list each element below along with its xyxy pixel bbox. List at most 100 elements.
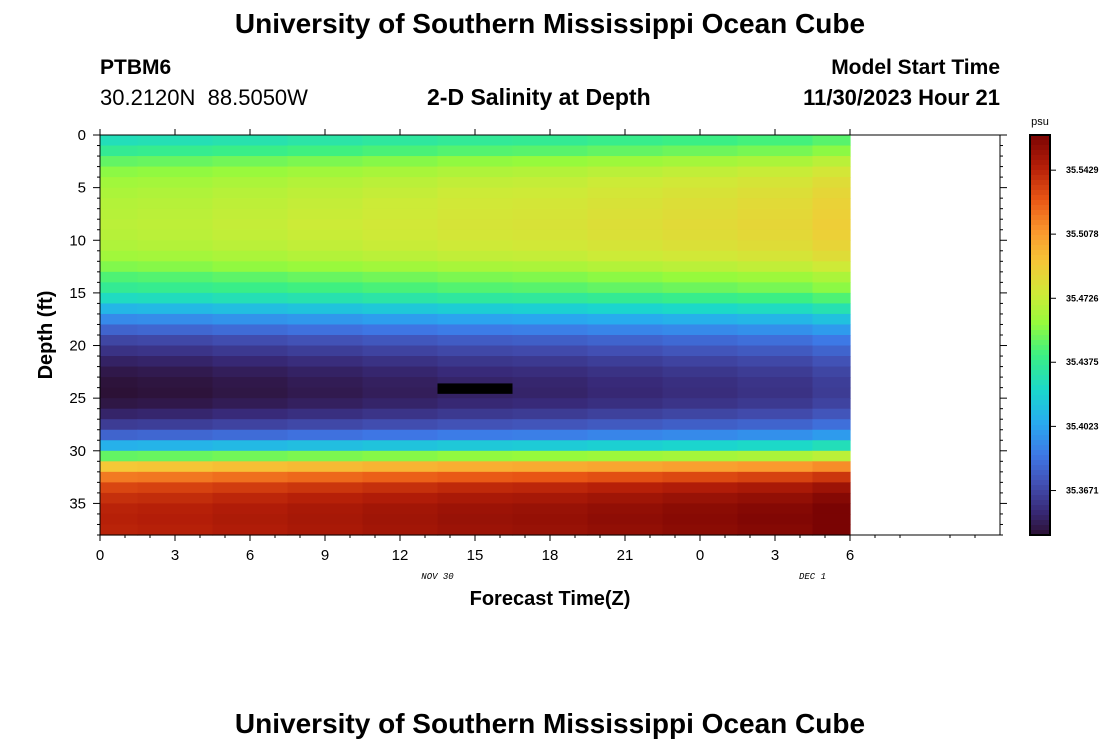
heatmap-cell [512, 482, 589, 494]
colorbar-segment [1030, 215, 1050, 221]
heatmap-cell [137, 429, 214, 441]
heatmap-cell [362, 513, 439, 526]
heatmap-cell [212, 450, 289, 462]
heatmap-cell [737, 145, 814, 157]
heatmap-cell [212, 429, 289, 441]
colorbar-segment [1030, 510, 1050, 516]
heatmap-cell [512, 166, 589, 178]
heatmap-cell [137, 482, 214, 494]
heatmap-cell [137, 345, 214, 357]
heatmap-cell [212, 156, 289, 168]
heatmap-cell [287, 261, 364, 273]
heatmap-cell [587, 250, 664, 262]
heatmap-cell [662, 503, 739, 515]
colorbar-segment [1030, 530, 1050, 536]
heatmap-cell [287, 177, 364, 189]
heatmap-cell [287, 282, 364, 294]
heatmap-cell [587, 303, 664, 315]
heatmap-cell [587, 513, 664, 526]
heatmap-cell [437, 198, 514, 210]
heatmap-cell [137, 366, 214, 378]
heatmap-cell [100, 282, 139, 294]
colorbar-segment [1030, 265, 1050, 271]
heatmap-cell [137, 398, 214, 410]
heatmap-cell [287, 335, 364, 347]
heatmap-cell [812, 482, 851, 494]
heatmap-cell [212, 219, 289, 231]
heatmap-cell [587, 450, 664, 462]
heatmap-cell [100, 429, 139, 441]
colorbar-segment [1030, 315, 1050, 321]
heatmap-cell [137, 450, 214, 462]
heatmap-cell [812, 187, 851, 199]
heatmap-cell [137, 177, 214, 189]
colorbar-segment [1030, 300, 1050, 306]
y-axis-label: Depth (ft) [35, 291, 57, 380]
heatmap-cell [437, 503, 514, 515]
heatmap-cell [662, 282, 739, 294]
heatmap-cell [737, 292, 814, 305]
footer-title: University of Southern Mississippi Ocean… [234, 708, 866, 739]
heatmap-cell [362, 366, 439, 378]
heatmap-cell [137, 377, 214, 389]
heatmap-cell [100, 398, 139, 410]
heatmap-cell [100, 387, 139, 399]
heatmap-cell [737, 219, 814, 231]
heatmap-cell [662, 492, 739, 505]
heatmap-cell [737, 229, 814, 241]
heatmap-cell [212, 292, 289, 305]
heatmap-cell [812, 408, 851, 420]
heatmap-cell [737, 187, 814, 199]
page-title: University of Southern Mississippi Ocean… [234, 8, 866, 39]
heatmap-cell [100, 335, 139, 347]
heatmap-cell [100, 303, 139, 315]
heatmap-cell [662, 250, 739, 262]
colorbar-segment [1030, 480, 1050, 486]
heatmap-cell [812, 366, 851, 378]
heatmap-cell [512, 492, 589, 505]
x-tick-label: 6 [846, 547, 854, 564]
heatmap-cell [212, 461, 289, 473]
heatmap-cell [137, 292, 214, 305]
heatmap-cell [662, 313, 739, 326]
heatmap-cell [212, 503, 289, 515]
heatmap-cell [362, 440, 439, 452]
heatmap-cell [512, 219, 589, 231]
colorbar-segment [1030, 455, 1050, 461]
heatmap-cell [737, 440, 814, 452]
heatmap-cell [812, 492, 851, 505]
heatmap-cell [662, 135, 739, 147]
heatmap-cell [512, 250, 589, 262]
colorbar-segment [1030, 360, 1050, 366]
heatmap-cell [587, 471, 664, 483]
heatmap-cell [737, 261, 814, 273]
heatmap-cell [437, 166, 514, 178]
heatmap-cell [587, 335, 664, 347]
x-axis-label: Forecast Time(Z) [470, 588, 631, 610]
heatmap-cell [362, 261, 439, 273]
chart-subtitle: 2-D Salinity at Depth [427, 84, 651, 110]
heatmap-cell [287, 513, 364, 526]
heatmap-cell [737, 503, 814, 515]
heatmap-cell [512, 345, 589, 357]
heatmap-cell [662, 471, 739, 483]
heatmap-cell [737, 303, 814, 315]
colorbar-segment [1030, 405, 1050, 411]
heatmap-cell [287, 345, 364, 357]
colorbar-tick-label: 35.4726 [1066, 293, 1099, 303]
heatmap-cell [662, 450, 739, 462]
heatmap-cell [212, 177, 289, 189]
x-tick-label: 0 [96, 547, 104, 564]
heatmap-cell [212, 187, 289, 199]
heatmap-cell [100, 345, 139, 357]
heatmap-cell [437, 229, 514, 241]
heatmap-cell [137, 208, 214, 220]
heatmap-cell [287, 492, 364, 505]
heatmap-cell [737, 419, 814, 431]
heatmap-cell [212, 419, 289, 431]
heatmap-cell [512, 335, 589, 347]
colorbar-segment [1030, 370, 1050, 376]
colorbar-segment [1030, 375, 1050, 381]
heatmap-cell [137, 271, 214, 283]
heatmap-cell [362, 482, 439, 494]
